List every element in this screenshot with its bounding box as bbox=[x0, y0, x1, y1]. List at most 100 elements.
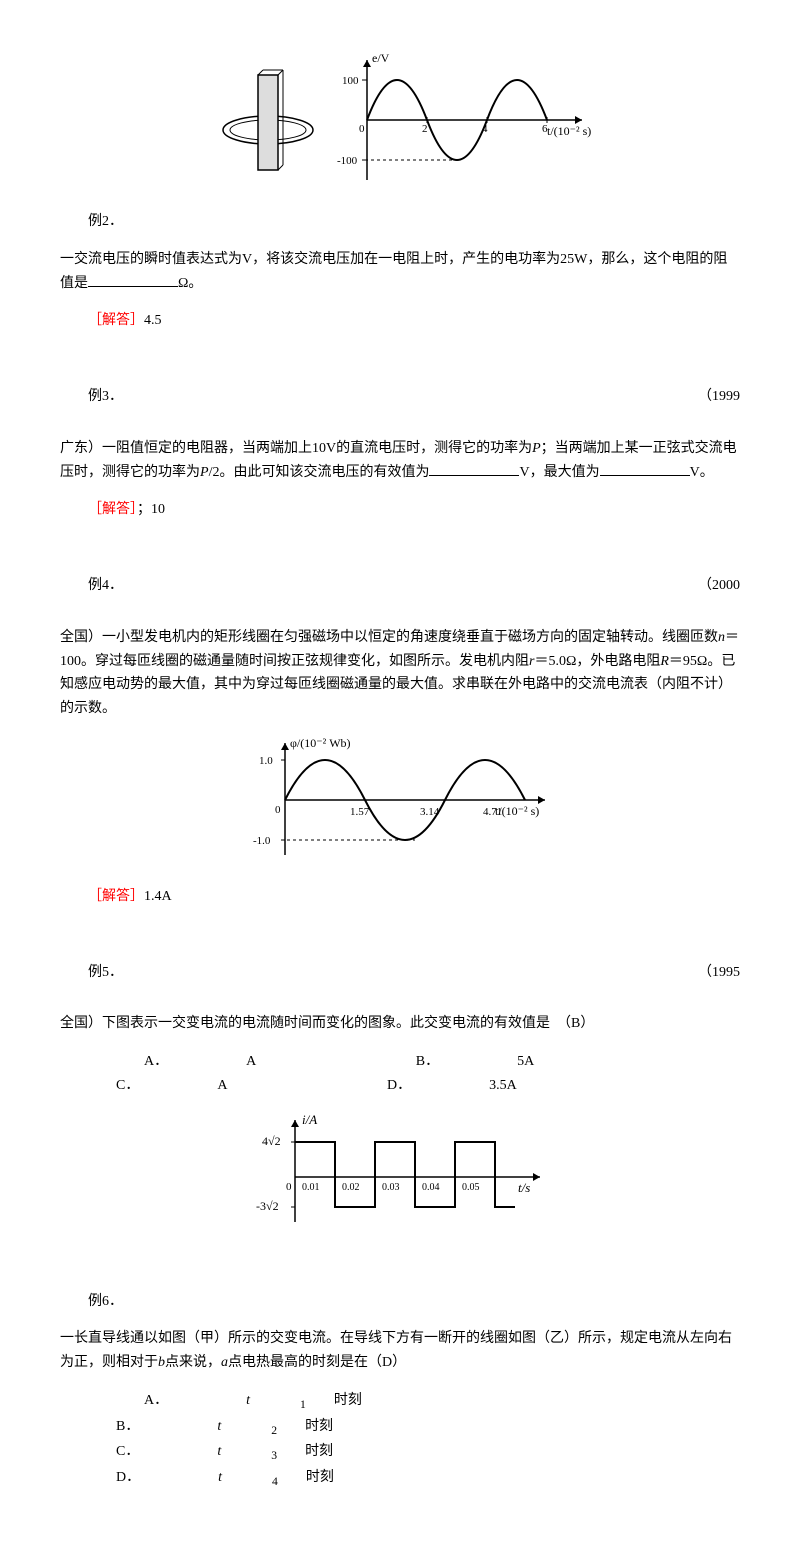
svg-text:1.57: 1.57 bbox=[350, 806, 370, 818]
ex4-label-text: 例4． bbox=[60, 578, 123, 593]
blank-rms bbox=[429, 461, 519, 476]
opt-b-var: t bbox=[189, 1415, 221, 1439]
answer-label: ［解答］ bbox=[88, 889, 144, 904]
svg-text:0.04: 0.04 bbox=[422, 1182, 440, 1193]
opt-c-post: 时刻 bbox=[277, 1440, 333, 1464]
svg-text:t/s: t/s bbox=[518, 1180, 530, 1195]
example-6-body: 一长直导线通以如图（甲）所示的交变电流。在导线下方有一断开的线圈如图（乙）所示，… bbox=[60, 1327, 740, 1375]
svg-text:0: 0 bbox=[359, 123, 365, 135]
opt-b-text: 5A bbox=[489, 1050, 534, 1074]
magnet-coil-diagram bbox=[203, 55, 333, 185]
opt-d-label: D． bbox=[359, 1074, 411, 1098]
opt-b-post: 时刻 bbox=[277, 1415, 333, 1439]
svg-text:-3√2: -3√2 bbox=[256, 1199, 279, 1213]
svg-text:i/A: i/A bbox=[302, 1112, 317, 1127]
ex3-text-c: /2。由此可知该交流电压的有效值为 bbox=[209, 465, 430, 480]
svg-text:0.01: 0.01 bbox=[302, 1182, 320, 1193]
svg-text:4√2: 4√2 bbox=[262, 1134, 281, 1148]
ex3-text-a: 广东）一阻值恒定的电阻器，当两端加上10V的直流电压时，测得它的功率为 bbox=[60, 441, 532, 456]
opt-a-text: A bbox=[218, 1050, 256, 1074]
x-axis-label: t/(10⁻² s) bbox=[547, 124, 591, 138]
opt-c-var: t bbox=[189, 1440, 221, 1464]
option-a: A． A bbox=[88, 1050, 306, 1074]
svg-text:4.71: 4.71 bbox=[483, 806, 502, 818]
avar: a bbox=[221, 1355, 228, 1370]
ex3-source: （1999 bbox=[698, 385, 740, 409]
ex5-label-text: 例5． bbox=[60, 965, 123, 980]
figure-2: φ/(10⁻² Wb) t/(10⁻² s) 1.0 -1.0 0 1.57 3… bbox=[60, 735, 740, 865]
opt-d-post: 时刻 bbox=[278, 1466, 334, 1490]
example-2-answer: ［解答］4.5 bbox=[60, 309, 740, 333]
option-b: B． 5A bbox=[360, 1050, 584, 1074]
svg-text:0.05: 0.05 bbox=[462, 1182, 480, 1193]
svg-text:6: 6 bbox=[542, 123, 548, 135]
blank-max bbox=[600, 461, 690, 476]
example-2-label: 例2． bbox=[60, 210, 740, 234]
opt-d-var: t bbox=[190, 1466, 222, 1490]
example-5-options: A． A B． 5A C． A D． 3.5A bbox=[60, 1050, 740, 1098]
svg-text:-1.0: -1.0 bbox=[253, 835, 271, 847]
answer-value: 4.5 bbox=[144, 313, 162, 328]
opt-c-pre: C． bbox=[88, 1440, 139, 1464]
opt-d-text: 3.5A bbox=[461, 1074, 517, 1098]
example-5-body: 全国）下图表示一交变电流的电流随时间而变化的图象。此交变电流的有效值是 （B） bbox=[60, 1012, 740, 1036]
nvar: n bbox=[718, 630, 725, 645]
ex6-text-c: 点电热最高的时刻是在（D） bbox=[228, 1355, 406, 1370]
svg-text:100: 100 bbox=[342, 75, 359, 87]
ex3-text-d: V，最大值为 bbox=[519, 465, 599, 480]
option-c: C．t3时刻 bbox=[60, 1440, 383, 1466]
svg-text:0.03: 0.03 bbox=[382, 1182, 400, 1193]
example-4-label: 例4． （2000 bbox=[60, 574, 740, 598]
example-4-body: 全国）一小型发电机内的矩形线圈在匀强磁场中以恒定的角速度绕垂直于磁场方向的固定轴… bbox=[60, 626, 740, 721]
ex4-text-a: 全国）一小型发电机内的矩形线圈在匀强磁场中以恒定的角速度绕垂直于磁场方向的固定轴… bbox=[60, 630, 718, 645]
svg-text:φ/(10⁻² Wb): φ/(10⁻² Wb) bbox=[290, 736, 351, 750]
opt-c-text: A bbox=[189, 1074, 227, 1098]
example-3-answer: ［解答］；10 bbox=[60, 498, 740, 522]
figure-1: e/V t/(10⁻² s) 100 -100 0 2 4 6 bbox=[60, 50, 740, 190]
svg-text:-100: -100 bbox=[337, 155, 358, 167]
answer-label: ［解答］ bbox=[88, 313, 144, 328]
opt-d-pre: D． bbox=[88, 1466, 140, 1490]
Rvar: R bbox=[660, 654, 669, 669]
flux-sine-chart: φ/(10⁻² Wb) t/(10⁻² s) 1.0 -1.0 0 1.57 3… bbox=[245, 735, 555, 865]
option-c: C． A bbox=[60, 1074, 277, 1098]
answer-label: ［解答］ bbox=[88, 502, 137, 517]
answer-value: ；10 bbox=[137, 502, 165, 517]
example-5-label: 例5． （1995 bbox=[60, 961, 740, 985]
pvar: P bbox=[532, 441, 541, 456]
example-3-label: 例3． （1999 bbox=[60, 385, 740, 409]
ex3-text-e: V。 bbox=[690, 465, 714, 480]
y-axis-label: e/V bbox=[372, 51, 390, 65]
svg-text:0: 0 bbox=[286, 1181, 292, 1193]
example-3-body: 广东）一阻值恒定的电阻器，当两端加上10V的直流电压时，测得它的功率为P；当两端… bbox=[60, 437, 740, 485]
option-a: A．t1时刻 bbox=[88, 1389, 412, 1415]
opt-b-pre: B． bbox=[88, 1415, 139, 1439]
pvar2: P bbox=[200, 465, 209, 480]
blank-resistance bbox=[88, 272, 178, 287]
example-6-options: A．t1时刻 B．t2时刻 C．t3时刻 D．t4时刻 bbox=[60, 1389, 740, 1492]
option-d: D．t4时刻 bbox=[60, 1466, 384, 1492]
square-wave-chart: i/A t/s 4√2 -3√2 0 0.01 0.02 0.03 0.04 0… bbox=[250, 1112, 550, 1232]
option-b: B．t2时刻 bbox=[60, 1415, 383, 1441]
figure-3: i/A t/s 4√2 -3√2 0 0.01 0.02 0.03 0.04 0… bbox=[60, 1112, 740, 1232]
answer-value: 1.4A bbox=[144, 889, 172, 904]
ex4-text-c: ＝5.0Ω，外电路电阻 bbox=[534, 654, 660, 669]
opt-a-var: t bbox=[218, 1389, 250, 1413]
ex5-source: （1995 bbox=[698, 961, 740, 985]
svg-text:2: 2 bbox=[422, 123, 428, 135]
sine-wave-chart-1: e/V t/(10⁻² s) 100 -100 0 2 4 6 bbox=[337, 50, 597, 190]
opt-a-label: A． bbox=[116, 1050, 168, 1074]
opt-c-label: C． bbox=[88, 1074, 139, 1098]
opt-a-pre: A． bbox=[116, 1389, 168, 1413]
ex3-label-text: 例3． bbox=[60, 389, 123, 404]
ex6-text-b: 点来说， bbox=[165, 1355, 221, 1370]
ex4-source: （2000 bbox=[698, 574, 740, 598]
opt-b-label: B． bbox=[388, 1050, 439, 1074]
example-6-label: 例6． bbox=[60, 1290, 740, 1314]
svg-text:0.02: 0.02 bbox=[342, 1182, 360, 1193]
bvar: b bbox=[158, 1355, 165, 1370]
opt-a-post: 时刻 bbox=[306, 1389, 362, 1413]
example-4-answer: ［解答］1.4A bbox=[60, 885, 740, 909]
svg-text:1.0: 1.0 bbox=[259, 755, 273, 767]
example-2-body: 一交流电压的瞬时值表达式为V，将该交流电压加在一电阻上时，产生的电功率为25W，… bbox=[60, 248, 740, 296]
